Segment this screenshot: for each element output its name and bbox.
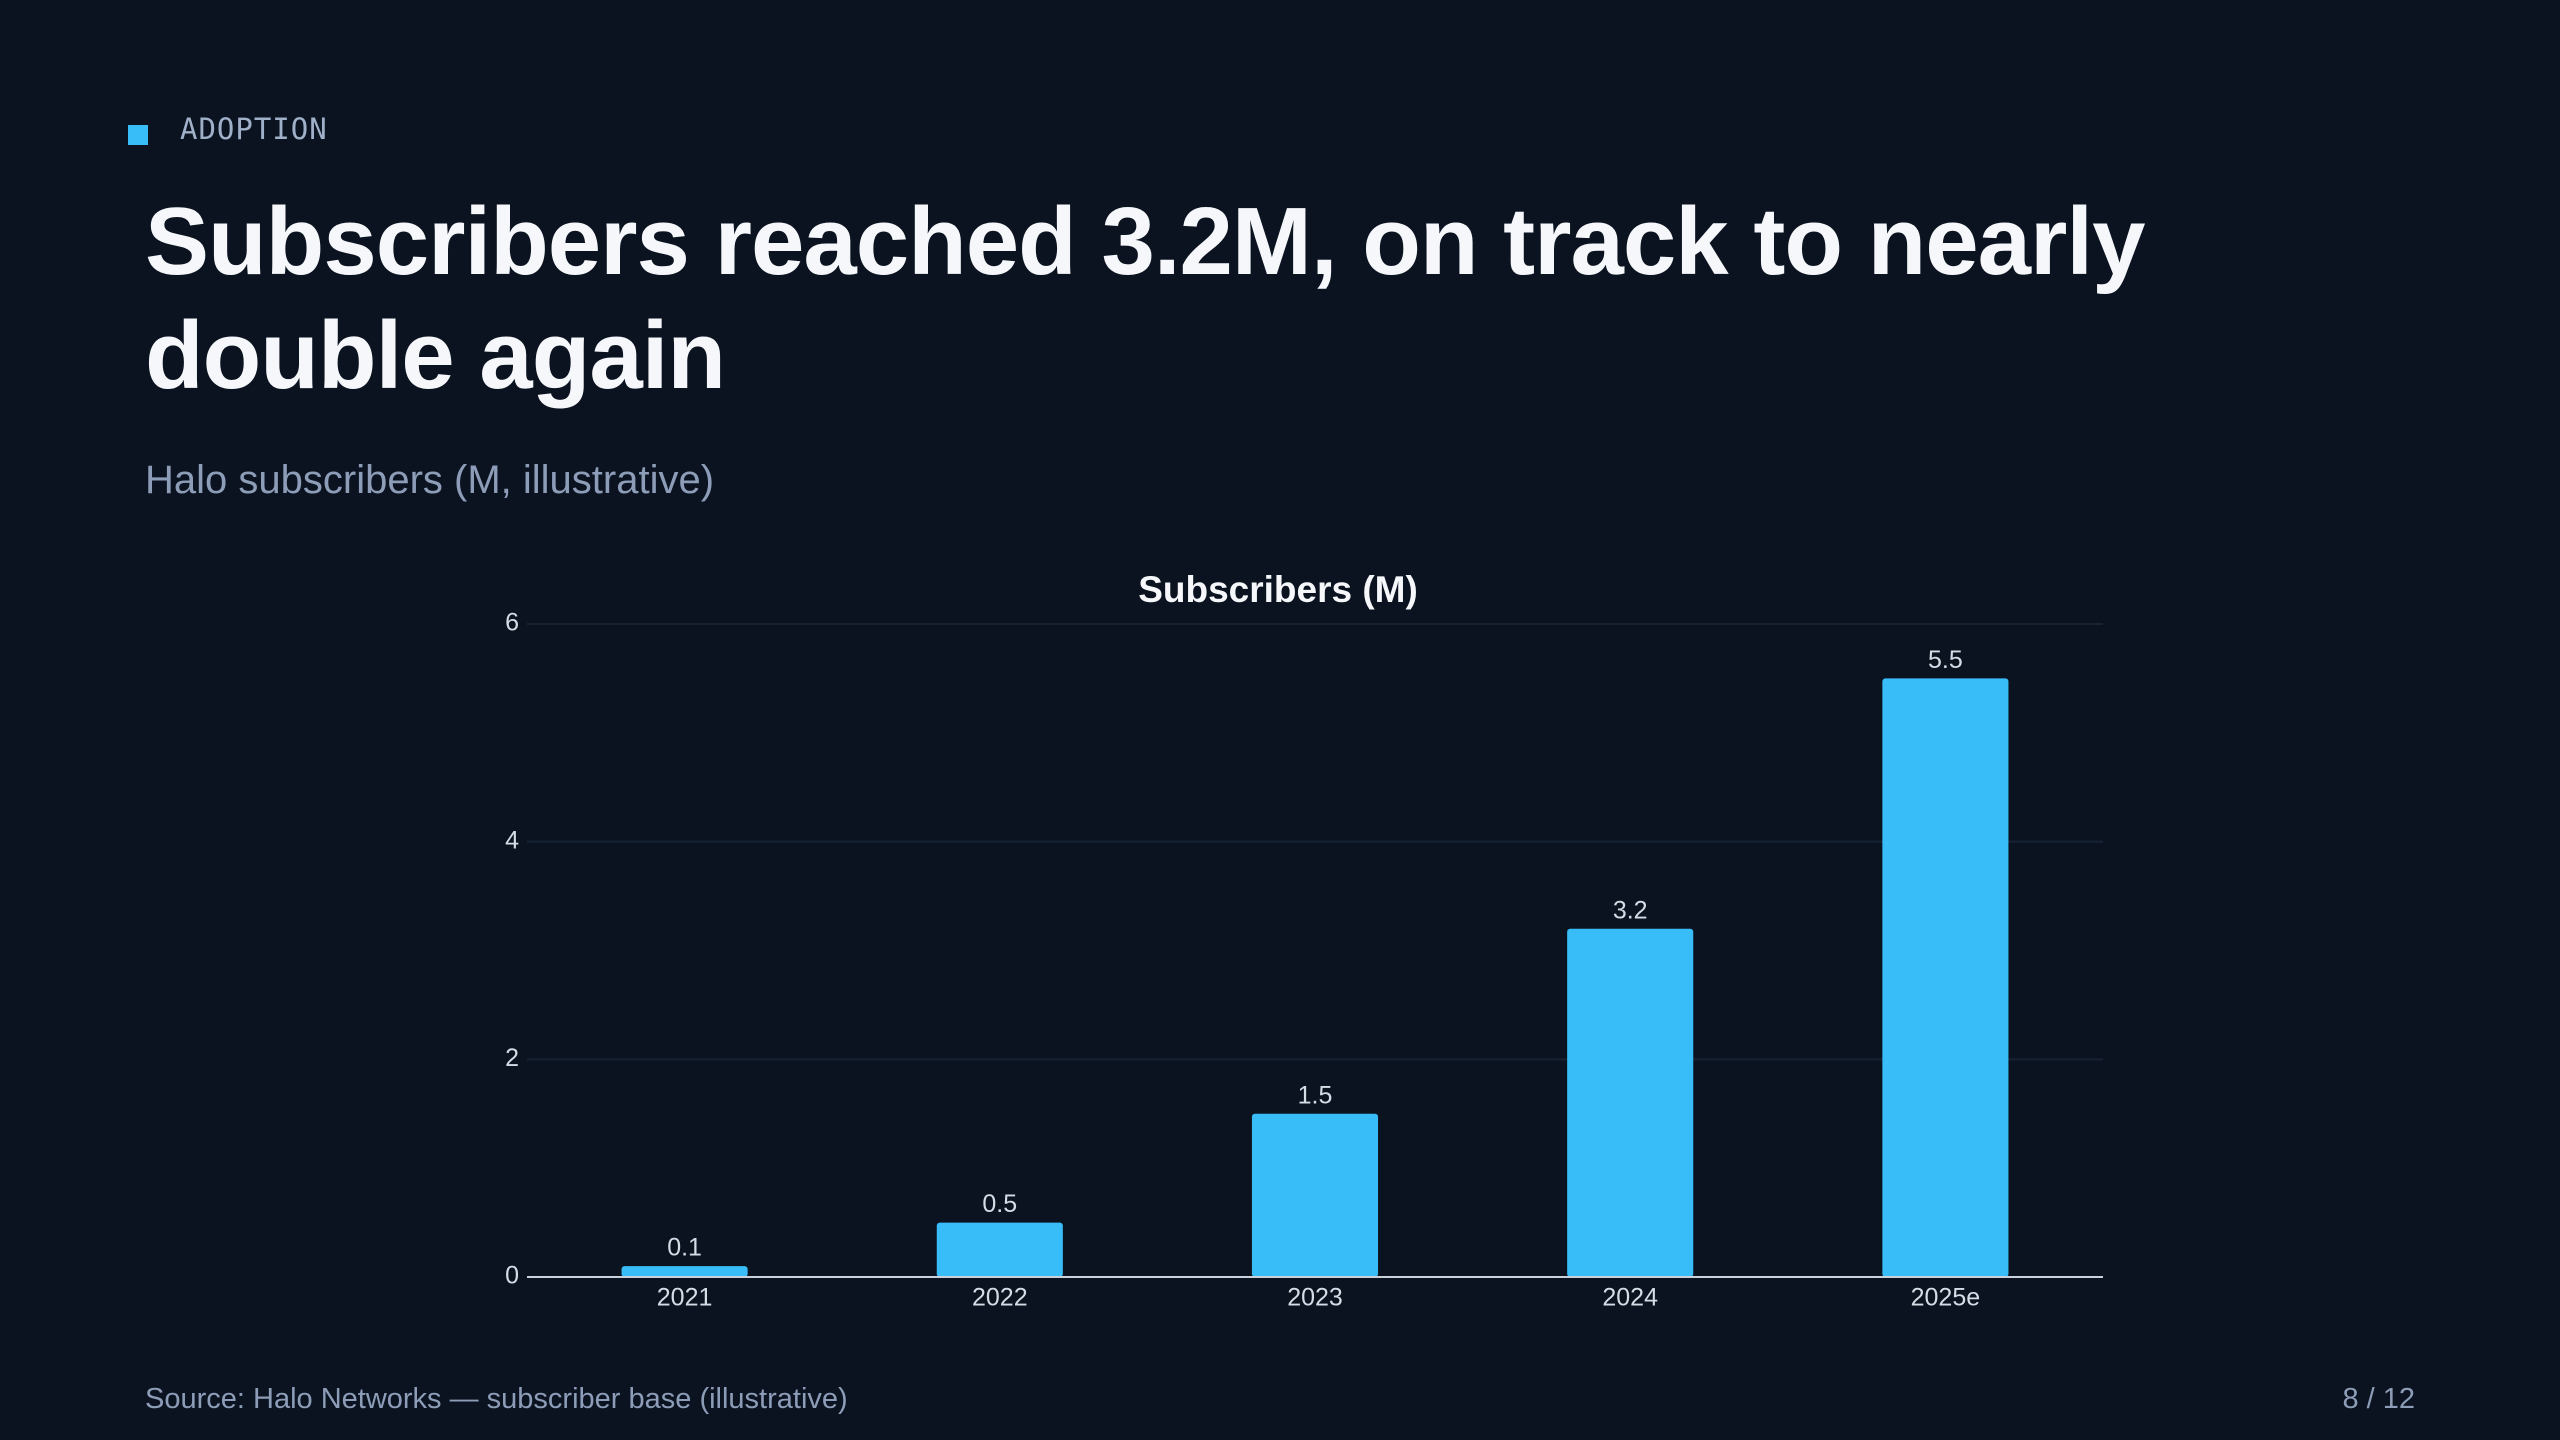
y-tick-label: 4 xyxy=(505,826,519,854)
y-tick-label: 0 xyxy=(505,1262,519,1290)
page-number: 8 / 12 xyxy=(2342,1383,2415,1415)
value-label: 3.2 xyxy=(1613,896,1648,924)
bar xyxy=(1882,678,2009,1277)
value-label: 5.5 xyxy=(1928,646,1963,674)
bar xyxy=(1567,928,1694,1277)
y-tick-label: 2 xyxy=(505,1044,519,1072)
headline: Subscribers reached 3.2M, on track to ne… xyxy=(145,188,2145,409)
x-tick-label: 2024 xyxy=(1602,1284,1658,1312)
subtitle: Halo subscribers (M, illustrative) xyxy=(145,458,715,502)
source-note: Source: Halo Networks — subscriber base … xyxy=(145,1383,848,1415)
bar xyxy=(936,1222,1063,1277)
x-tick-label: 2023 xyxy=(1287,1284,1343,1312)
bar xyxy=(621,1266,748,1277)
y-tick-label: 6 xyxy=(505,609,519,637)
x-tick-label: 2021 xyxy=(657,1284,713,1312)
eyebrow-marker xyxy=(128,125,148,145)
value-label: 0.5 xyxy=(982,1190,1017,1218)
x-tick-label: 2025e xyxy=(1911,1284,1981,1312)
eyebrow: ADOPTION xyxy=(180,112,328,146)
x-tick-label: 2022 xyxy=(972,1284,1028,1312)
bar xyxy=(1251,1113,1379,1277)
value-label: 0.1 xyxy=(667,1234,702,1262)
value-label: 1.5 xyxy=(1298,1081,1333,1109)
chart-title: Subscribers (M) xyxy=(1138,569,1418,610)
